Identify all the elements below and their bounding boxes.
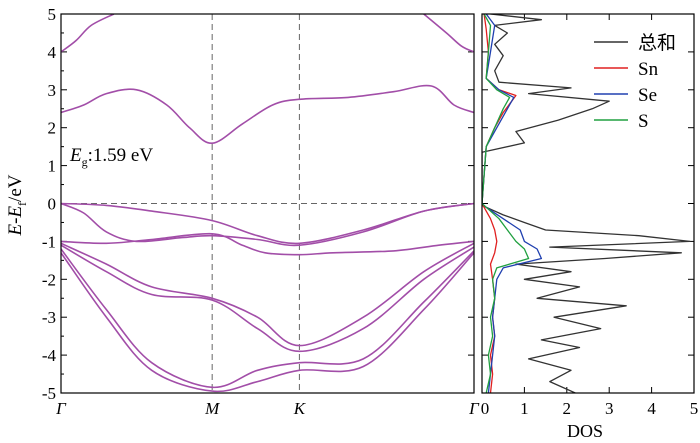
y-tick-label: -1 (42, 232, 56, 251)
dos-lines (482, 14, 691, 393)
dos-axis-ticks: 0 1 2 3 4 5 (481, 13, 699, 418)
band-VB-2 (61, 202, 474, 247)
band-plot-frame (60, 13, 475, 394)
legend-label: Se (638, 85, 657, 106)
k-point-label: K (293, 399, 307, 418)
y-tick-label: -5 (42, 384, 56, 403)
dos-x-tick-label: 2 (563, 399, 572, 418)
y-axis-label: E-Ef/eV (5, 174, 29, 236)
dos-x-tick-label: 3 (605, 399, 614, 418)
y-tick-label: 3 (48, 81, 57, 100)
band-VB-6 (61, 248, 474, 389)
band-VB-top (61, 202, 474, 245)
band-VB-7 (61, 252, 474, 393)
dos-plot-frame (481, 13, 695, 394)
legend-label: 总和 (638, 32, 676, 54)
y-tick-label: 1 (48, 157, 57, 176)
band-CB-2 (61, 14, 115, 53)
band-VB-3 (61, 232, 474, 256)
dos-x-tick-label: 4 (647, 399, 656, 418)
dos-legend: 总和 Sn Se S (594, 32, 676, 132)
band-VB-4 (61, 242, 474, 347)
dos-x-axis-label: DOS (567, 421, 603, 441)
y-tick-label: 4 (48, 43, 57, 62)
band-gap-label: Eg:1.59 eV (69, 145, 153, 169)
y-tick-label: 5 (48, 5, 57, 24)
y-tick-label: 2 (48, 119, 57, 138)
dos-series-总和 (482, 14, 691, 393)
band-CB-3 (423, 14, 474, 53)
band-axis-ticks: -5 -4 -3 -2 -1 0 1 2 3 4 5 Γ M K Γ (42, 5, 480, 418)
y-tick-label: 0 (48, 195, 57, 214)
k-point-label: Γ (468, 399, 480, 418)
legend-label: S (638, 111, 649, 132)
legend-label: Sn (638, 59, 659, 80)
y-tick-label: -2 (42, 270, 56, 289)
band-CB-1 (61, 84, 474, 145)
dos-x-tick-label: 1 (520, 399, 529, 418)
k-point-label: Γ (55, 399, 67, 418)
dos-x-tick-label: 0 (481, 399, 490, 418)
dos-x-tick-label: 5 (690, 399, 699, 418)
band-lines (61, 14, 474, 393)
band-guides (61, 14, 474, 393)
y-tick-label: -3 (42, 308, 56, 327)
dos-series-S (482, 14, 530, 393)
band-VB-5 (61, 244, 474, 353)
dos-series-Se (482, 14, 543, 393)
y-tick-label: -4 (42, 346, 57, 365)
k-point-label: M (204, 399, 220, 418)
